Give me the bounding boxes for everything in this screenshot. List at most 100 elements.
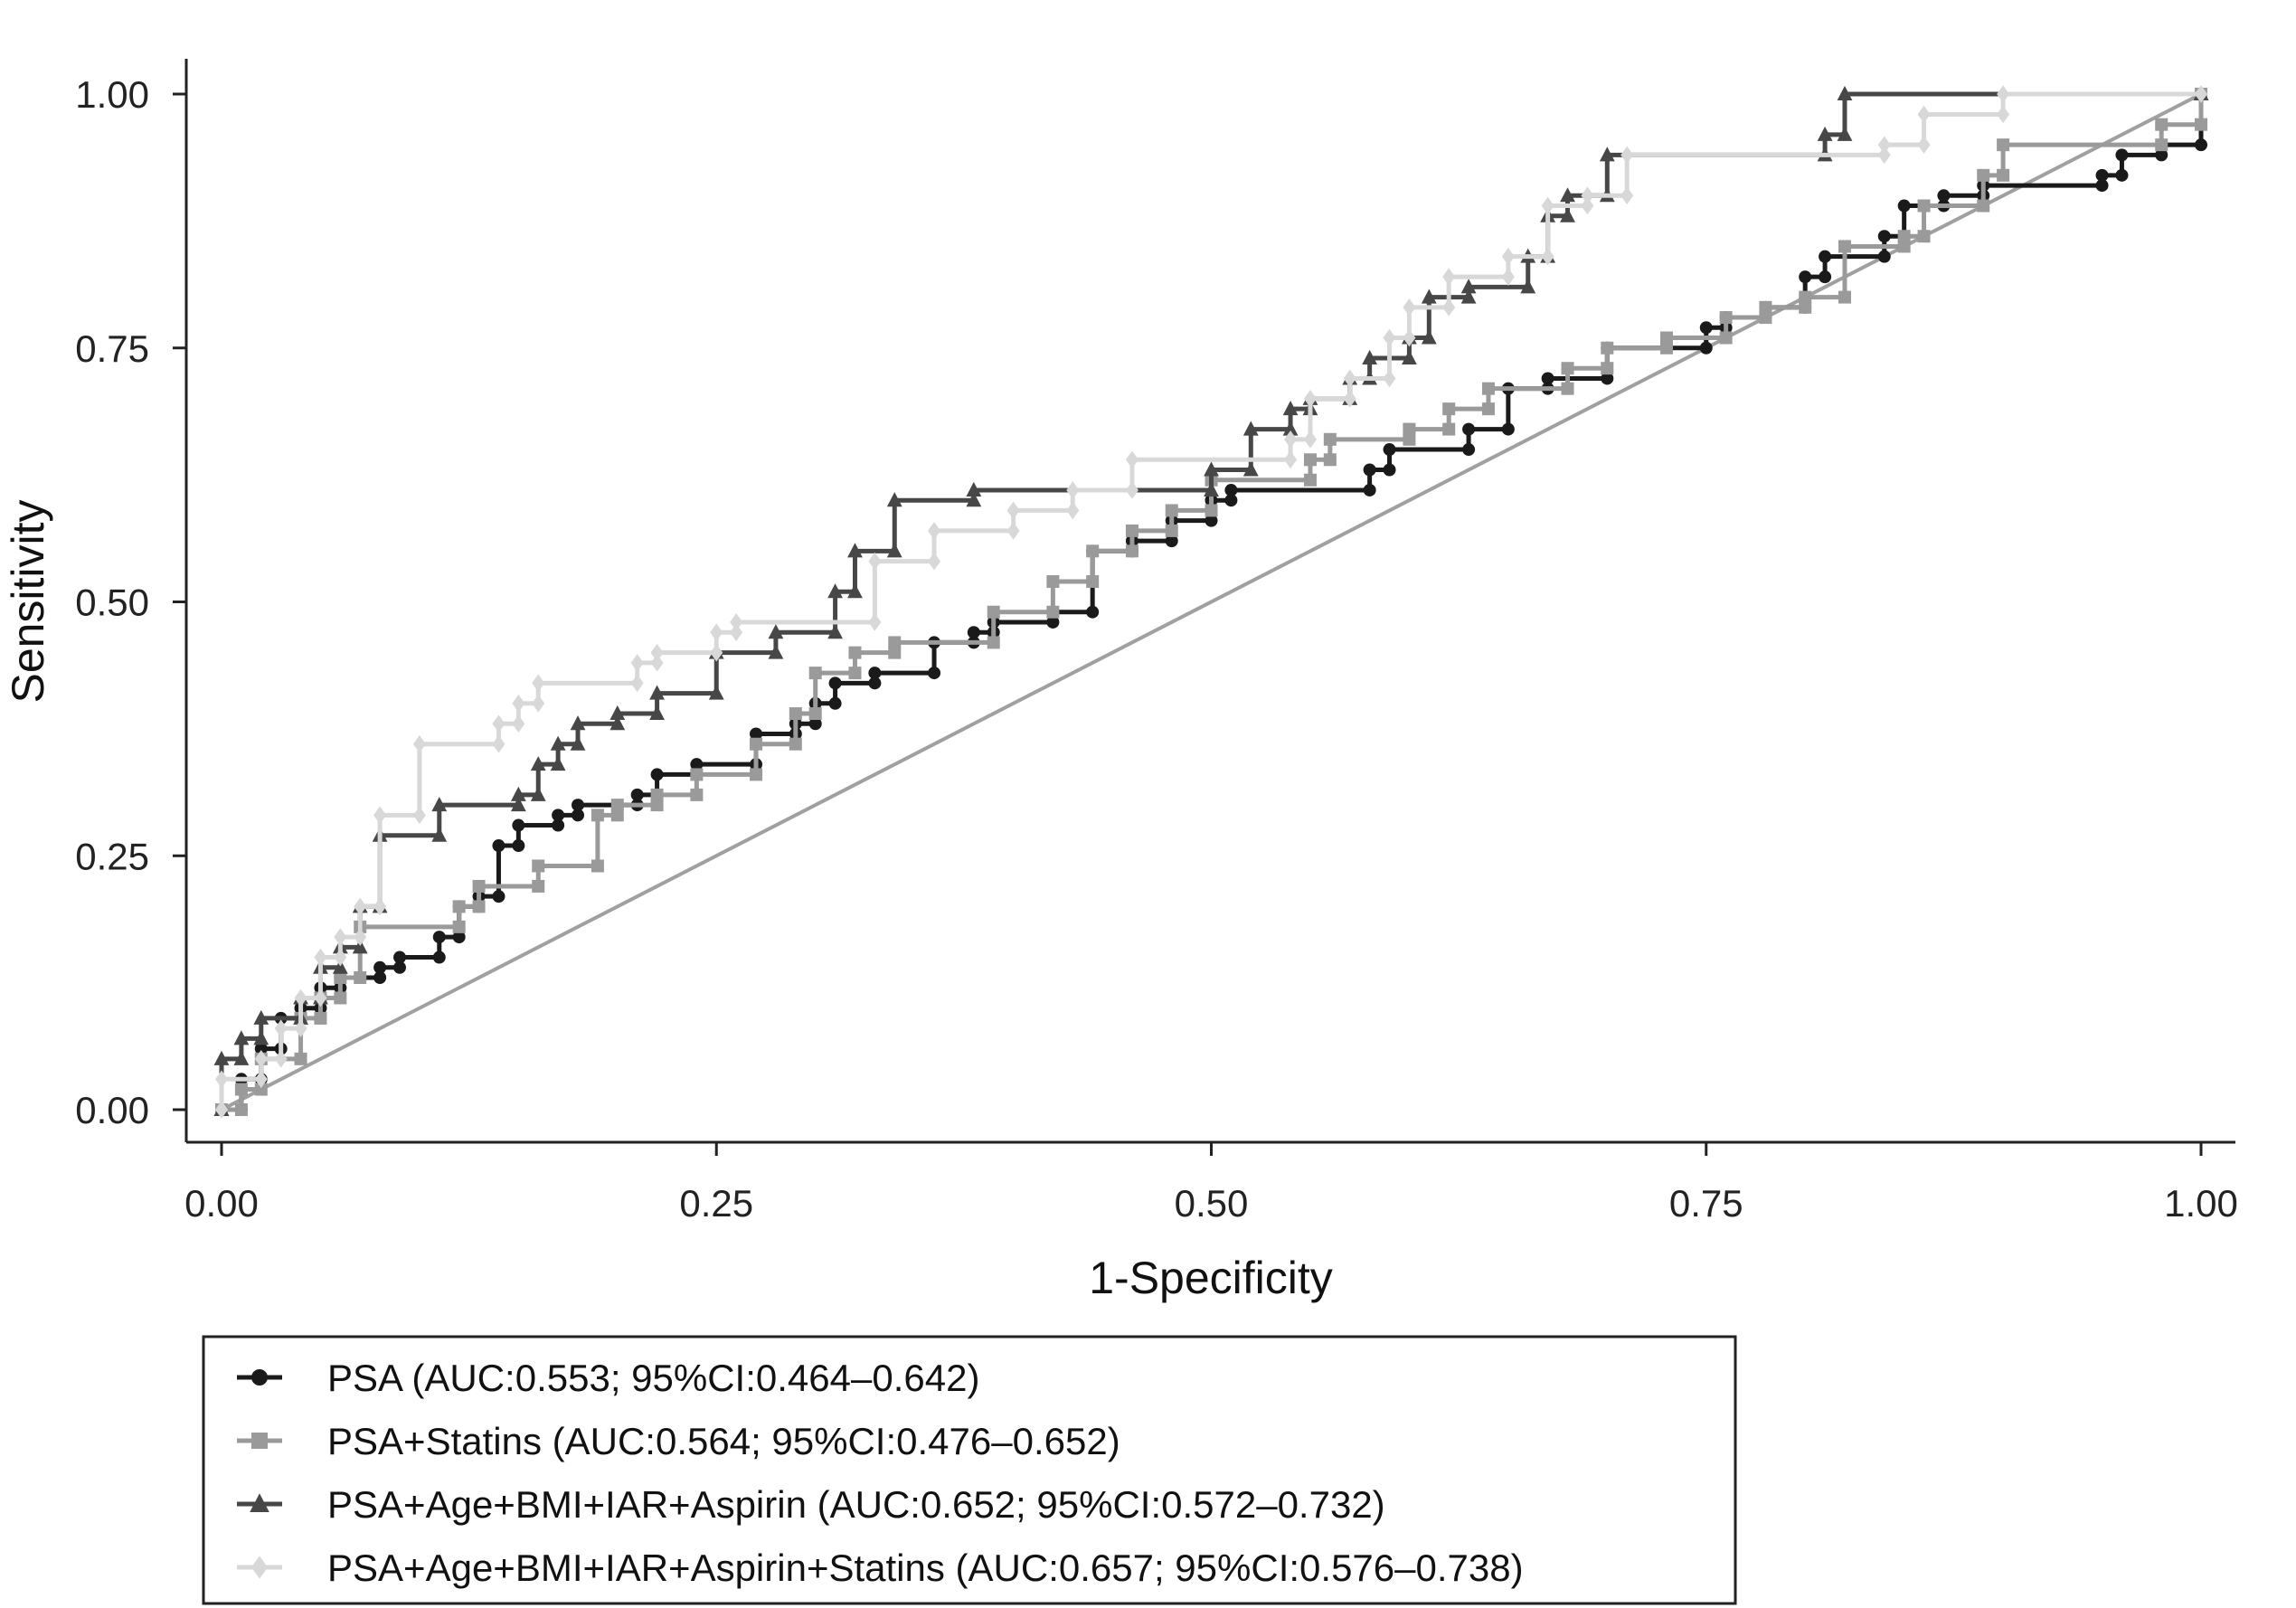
data-point (1541, 372, 1554, 385)
data-point (828, 696, 842, 710)
data-point (1877, 230, 1891, 243)
x-tick-label: 1.00 (2164, 1182, 2238, 1225)
data-point (254, 1070, 268, 1089)
axis-ticks: 0.00 0.25 0.50 0.75 1.00 0.00 0.25 0.50 0.75 1.00 (75, 73, 2238, 1225)
data-point (710, 623, 723, 641)
data-point (1303, 430, 1317, 449)
data-point (1759, 300, 1772, 314)
data-point (1501, 422, 1515, 436)
data-point (1284, 430, 1298, 449)
data-point (888, 636, 902, 649)
data-point (789, 707, 802, 721)
data-point (1541, 196, 1554, 215)
data-point (492, 734, 505, 753)
data-point (1819, 270, 1832, 284)
data-point (1403, 328, 1416, 347)
data-point (253, 1009, 269, 1025)
data-point (827, 624, 843, 639)
data-point (1838, 240, 1851, 253)
data-point (966, 481, 982, 497)
data-point (1997, 85, 2010, 103)
data-point (294, 1052, 307, 1065)
data-point (1561, 382, 1574, 395)
data-point (1363, 463, 1376, 477)
data-point (966, 492, 982, 507)
x-axis-title: 1-Specificity (1089, 1253, 1333, 1303)
data-point (1066, 501, 1080, 520)
data-point (452, 900, 466, 913)
data-point (750, 727, 763, 741)
data-point (1421, 288, 1437, 304)
data-point (550, 756, 566, 771)
data-point (1937, 189, 1951, 203)
data-point (1442, 402, 1456, 416)
data-point (650, 643, 664, 662)
data-point (828, 676, 842, 690)
data-point (1897, 199, 1911, 213)
data-point (1303, 453, 1317, 467)
data-point (1046, 575, 1060, 589)
data-point (868, 676, 882, 690)
data-point (1620, 146, 1634, 165)
data-point (1442, 298, 1456, 317)
data-point (1421, 329, 1437, 345)
data-point (492, 839, 505, 853)
data-point (412, 806, 426, 825)
data-point (570, 715, 586, 731)
legend-entry: PSA+Statins (AUC:0.564; 95%CI:0.476–0.65… (237, 1420, 1120, 1462)
data-point (1383, 328, 1396, 347)
data-point (609, 705, 626, 721)
plot-area (213, 85, 2209, 1119)
data-point (1997, 138, 2010, 152)
data-point (234, 1103, 248, 1116)
data-point (1897, 240, 1911, 253)
data-point (1383, 369, 1396, 388)
data-point (1204, 481, 1219, 497)
data-point (987, 636, 1000, 649)
data-point (649, 685, 665, 700)
data-point (1561, 362, 1574, 375)
data-point (412, 734, 426, 753)
legend-label: PSA+Statins (AUC:0.564; 95%CI:0.476–0.65… (327, 1420, 1120, 1462)
data-point (431, 797, 448, 812)
data-point (928, 522, 941, 540)
data-point (1284, 450, 1298, 469)
data-point (730, 623, 743, 641)
data-point (1799, 290, 1812, 304)
data-point (808, 707, 822, 721)
data-point (532, 674, 545, 693)
data-point (1282, 421, 1299, 436)
data-point (2195, 85, 2207, 103)
data-point (708, 685, 724, 700)
data-point (1442, 268, 1456, 286)
data-point (274, 1050, 288, 1068)
data-point (1620, 186, 1634, 205)
data-point (868, 613, 882, 631)
data-point (1066, 481, 1080, 499)
data-point (1837, 85, 1853, 100)
data-point (452, 920, 466, 933)
data-point (215, 1101, 228, 1119)
data-point (1699, 341, 1713, 355)
data-point (234, 1083, 248, 1096)
legend-marker-square-icon (251, 1433, 268, 1449)
legend-label: PSA (AUC:0.553; 95%CI:0.464–0.642) (327, 1357, 979, 1399)
data-point (572, 799, 585, 812)
data-point (1383, 463, 1396, 477)
data-point (393, 960, 407, 974)
data-point (1877, 146, 1891, 165)
data-point (888, 646, 902, 659)
data-point (1125, 450, 1139, 469)
data-point (314, 948, 327, 967)
data-point (2095, 168, 2109, 182)
data-point (253, 1030, 269, 1045)
data-point (354, 897, 367, 916)
data-point (730, 613, 743, 631)
data-point (1125, 524, 1139, 537)
x-tick-label: 0.75 (1669, 1182, 1743, 1225)
data-point (254, 1050, 268, 1068)
data-point (1877, 136, 1891, 154)
data-point (1520, 279, 1536, 294)
data-point (1343, 390, 1356, 408)
data-point (552, 809, 565, 822)
